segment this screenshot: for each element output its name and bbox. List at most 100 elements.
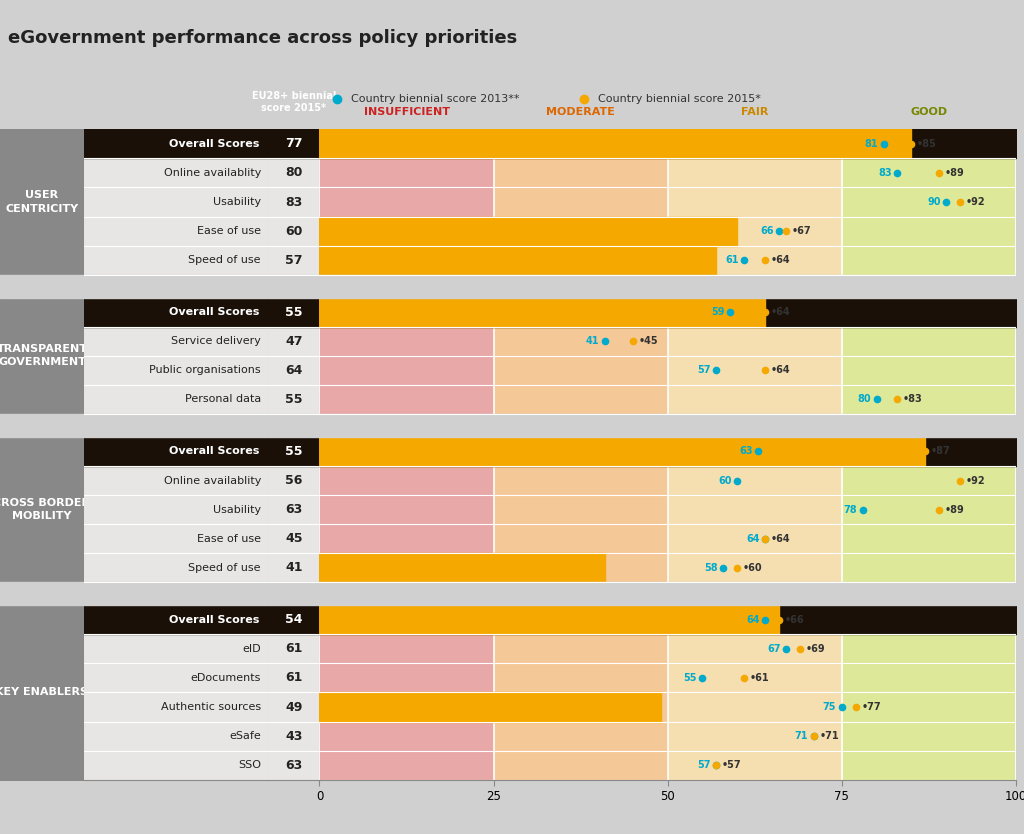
Text: 63: 63 xyxy=(739,446,753,456)
Text: 64: 64 xyxy=(746,534,760,544)
Text: 78: 78 xyxy=(844,505,857,515)
Text: Speed of use: Speed of use xyxy=(188,255,261,265)
Text: Country biennial score 2015*: Country biennial score 2015* xyxy=(598,94,761,104)
Bar xyxy=(222,129,268,780)
Text: 77: 77 xyxy=(285,138,303,150)
Text: •89: •89 xyxy=(945,505,965,515)
Text: 60: 60 xyxy=(718,475,732,485)
Text: 83: 83 xyxy=(286,195,302,208)
Text: •77: •77 xyxy=(861,702,881,712)
Text: Ease of use: Ease of use xyxy=(197,226,261,236)
Bar xyxy=(668,129,842,780)
Text: eID: eID xyxy=(243,644,261,654)
Text: 41: 41 xyxy=(285,561,303,575)
Text: 64: 64 xyxy=(746,615,760,625)
Text: Overall Scores: Overall Scores xyxy=(169,307,259,317)
Text: 61: 61 xyxy=(725,255,738,265)
Text: •87: •87 xyxy=(931,446,950,456)
Text: Public organisations: Public organisations xyxy=(150,365,261,375)
Text: 67: 67 xyxy=(767,644,780,654)
Text: eGovernment performance across policy priorities: eGovernment performance across policy pr… xyxy=(8,28,517,47)
Text: Usability: Usability xyxy=(213,505,261,515)
Text: 90: 90 xyxy=(927,197,941,207)
Text: SSO: SSO xyxy=(238,761,261,771)
Text: 47: 47 xyxy=(285,334,303,348)
Text: •71: •71 xyxy=(819,731,839,741)
Bar xyxy=(319,129,494,780)
Text: 58: 58 xyxy=(705,563,718,573)
Text: Ease of use: Ease of use xyxy=(197,534,261,544)
Text: 55: 55 xyxy=(683,673,697,683)
Text: 64: 64 xyxy=(286,364,302,377)
Text: •45: •45 xyxy=(638,336,658,346)
Text: 80: 80 xyxy=(857,394,871,404)
Text: •64: •64 xyxy=(771,365,791,375)
Bar xyxy=(84,129,130,780)
Text: 80: 80 xyxy=(286,167,302,179)
Text: 45: 45 xyxy=(285,532,303,545)
Text: 71: 71 xyxy=(795,731,808,741)
Text: Overall Scores: Overall Scores xyxy=(169,615,259,625)
Text: 63: 63 xyxy=(286,503,302,516)
Text: Online availablity: Online availablity xyxy=(164,168,261,178)
Text: •66: •66 xyxy=(784,615,804,625)
Text: INSUFFICIENT: INSUFFICIENT xyxy=(364,107,450,117)
Text: Country biennial score 2013**: Country biennial score 2013** xyxy=(351,94,519,104)
Text: 60: 60 xyxy=(286,224,302,238)
Text: •64: •64 xyxy=(771,255,791,265)
Text: Online availablity: Online availablity xyxy=(164,475,261,485)
Bar xyxy=(494,129,668,780)
Text: CROSS BORDER
MOBILITY: CROSS BORDER MOBILITY xyxy=(0,498,90,521)
Bar xyxy=(130,129,176,780)
Text: 55: 55 xyxy=(285,306,303,319)
Text: 75: 75 xyxy=(822,702,837,712)
Text: •83: •83 xyxy=(903,394,923,404)
Text: •92: •92 xyxy=(966,197,985,207)
Text: •57: •57 xyxy=(722,761,741,771)
Text: Speed of use: Speed of use xyxy=(188,563,261,573)
Bar xyxy=(176,129,222,780)
Text: 81: 81 xyxy=(864,138,878,148)
Text: 55: 55 xyxy=(285,393,303,406)
Text: Authentic sources: Authentic sources xyxy=(161,702,261,712)
Text: •60: •60 xyxy=(742,563,763,573)
Text: 66: 66 xyxy=(760,226,773,236)
Text: Usability: Usability xyxy=(213,197,261,207)
Text: 61: 61 xyxy=(286,642,302,656)
Text: GOOD: GOOD xyxy=(910,107,947,117)
Text: •85: •85 xyxy=(916,138,937,148)
Text: 55: 55 xyxy=(285,445,303,458)
Text: 57: 57 xyxy=(697,761,711,771)
Text: 41: 41 xyxy=(586,336,599,346)
Text: 57: 57 xyxy=(285,254,303,267)
Text: eDocuments: eDocuments xyxy=(190,673,261,683)
Text: •89: •89 xyxy=(945,168,965,178)
Text: 61: 61 xyxy=(286,671,302,685)
Text: Personal data: Personal data xyxy=(184,394,261,404)
Text: KEY ENABLERS: KEY ENABLERS xyxy=(0,687,88,697)
Text: 63: 63 xyxy=(286,759,302,771)
Text: •64: •64 xyxy=(771,307,791,317)
Text: Service delivery: Service delivery xyxy=(171,336,261,346)
Text: eSafe: eSafe xyxy=(229,731,261,741)
Text: •64: •64 xyxy=(771,534,791,544)
Text: 57: 57 xyxy=(697,365,711,375)
Text: 54: 54 xyxy=(285,613,303,626)
Text: 43: 43 xyxy=(286,730,302,742)
Text: •69: •69 xyxy=(806,644,825,654)
Text: 59: 59 xyxy=(712,307,725,317)
Text: Overall Scores: Overall Scores xyxy=(169,138,259,148)
Text: EU28+ biennial
score 2015*: EU28+ biennial score 2015* xyxy=(252,92,336,113)
Text: 56: 56 xyxy=(286,474,302,487)
Text: USER
CENTRICITY: USER CENTRICITY xyxy=(5,190,79,214)
Text: •61: •61 xyxy=(750,673,769,683)
Text: TRANSPARENT
GOVERNMENT: TRANSPARENT GOVERNMENT xyxy=(0,344,87,368)
Text: •67: •67 xyxy=(792,226,811,236)
Text: Overall Scores: Overall Scores xyxy=(169,446,259,456)
Text: 49: 49 xyxy=(286,701,302,714)
Text: MODERATE: MODERATE xyxy=(546,107,615,117)
Text: FAIR: FAIR xyxy=(741,107,768,117)
Text: •92: •92 xyxy=(966,475,985,485)
Bar xyxy=(842,129,1016,780)
Text: 83: 83 xyxy=(879,168,892,178)
